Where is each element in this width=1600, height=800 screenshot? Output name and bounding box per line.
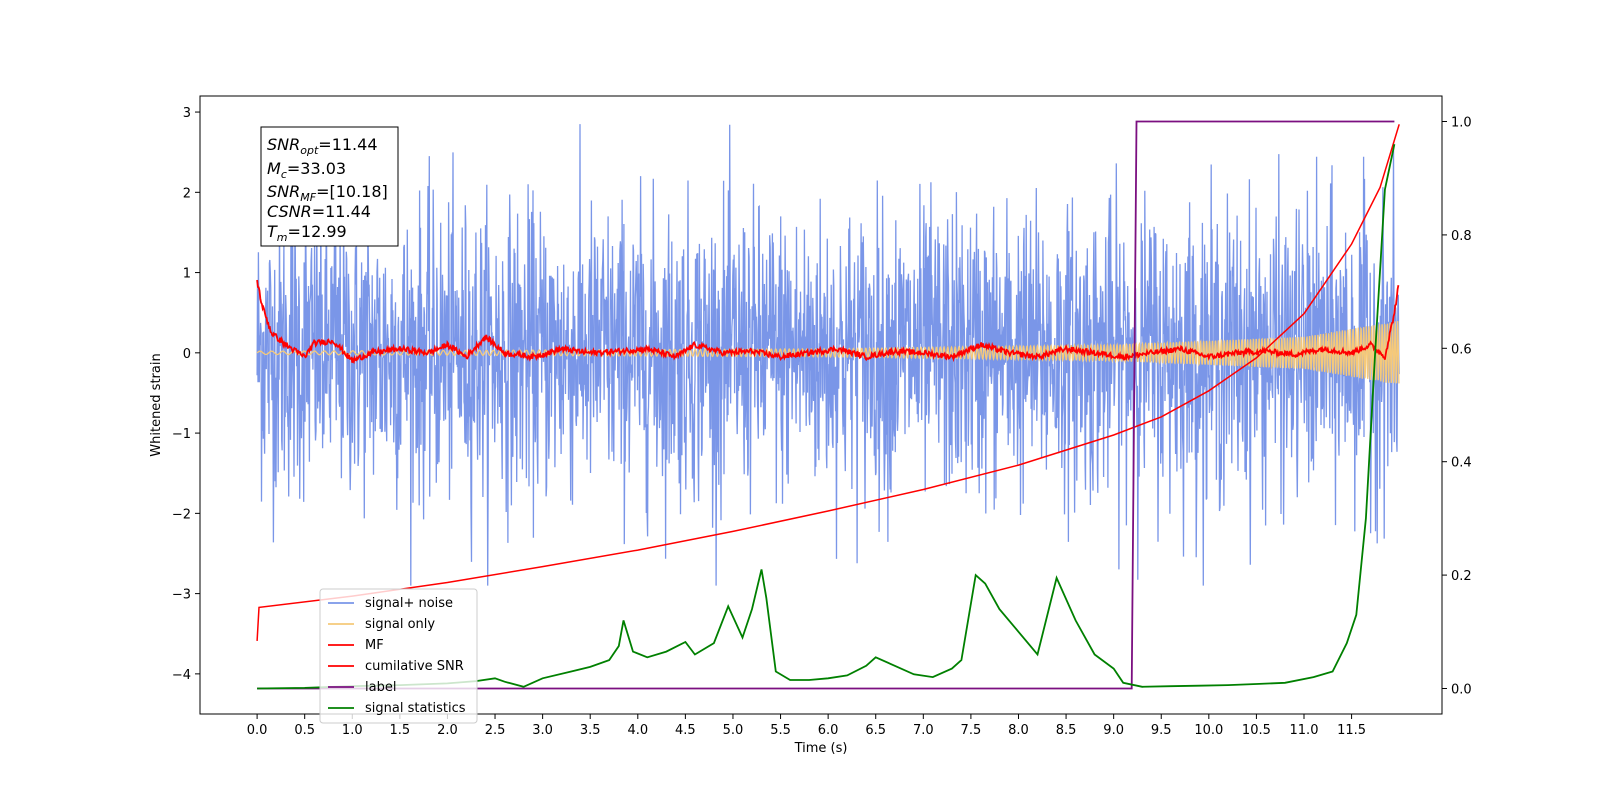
x-tick-label: 4.5 (675, 723, 696, 738)
y-tick-label: 1 (183, 267, 191, 282)
x-tick-label: 9.5 (1151, 723, 1172, 738)
y-tick-label: −2 (172, 507, 191, 522)
x-tick-label: 6.5 (865, 723, 886, 738)
y-tick-label: −3 (172, 588, 191, 603)
series-cumulative-snr-line (256, 124, 1400, 641)
x-tick-label: 1.0 (342, 723, 363, 738)
info-mc: Mc=33.03 (267, 159, 346, 181)
info-snr-mf: SNRMF=[10.18] (267, 182, 388, 204)
legend-frame (319, 588, 478, 724)
series-mf-line (256, 279, 1400, 365)
x-tick-label: 2.0 (437, 723, 458, 738)
x-tick-label: 10.0 (1194, 723, 1223, 738)
info-snr-opt: SNRopt=11.44 (267, 135, 378, 157)
x-tick-label: 1.5 (390, 723, 411, 738)
x-tick-label: 4.0 (627, 723, 648, 738)
legend: signal+ noise signal only MF cumilative SNR… (319, 588, 478, 724)
series-signal-statistics-line (257, 144, 1396, 690)
y-axis-right: 1.0 0.8 0.6 0.4 0.2 0.0 (1442, 116, 1472, 697)
x-tick-label: 2.5 (485, 723, 506, 738)
x-tick-label: 3.0 (532, 723, 553, 738)
x-tick-label: 6.0 (818, 723, 839, 738)
x-tick-label: 8.0 (1008, 723, 1029, 738)
x-tick-label: 11.5 (1337, 723, 1366, 738)
series-signal-only-line (256, 320, 1400, 384)
info-box-frame (260, 126, 399, 247)
y2-tick-label: 0.2 (1451, 569, 1472, 584)
info-tm: Tm=12.99 (267, 222, 347, 244)
x-tick-label: 7.5 (961, 723, 982, 738)
info-csnr: CSNR=11.44 (267, 202, 371, 221)
x-axis: 0.0 0.5 1.0 1.5 2.0 2.5 3.0 3.5 4.0 4.5 5.0 5.5 6.0 6… (247, 714, 1366, 738)
y-axis-label: Whitened strain (149, 353, 164, 456)
y2-tick-label: 1.0 (1451, 116, 1472, 131)
series-signal-noise-line (256, 124, 1400, 586)
y2-tick-label: 0.8 (1451, 229, 1472, 244)
x-tick-label: 11.0 (1290, 723, 1319, 738)
series-label-line (257, 120, 1395, 690)
x-tick-label: 7.0 (913, 723, 934, 738)
y-axis-left: 3 2 1 0 −1 −2 −3 −4 (172, 106, 200, 683)
x-tick-label: 0.0 (247, 723, 268, 738)
legend-label: signal statistics (365, 701, 466, 716)
y-tick-label: 2 (183, 186, 191, 201)
y2-tick-label: 0.6 (1451, 342, 1472, 357)
y-tick-label: −4 (172, 668, 191, 683)
info-box: SNRopt=11.44 Mc=33.03 SNRMF=[10.18] CSNR… (260, 126, 399, 247)
x-tick-label: 3.5 (580, 723, 601, 738)
legend-label: signal+ noise (365, 596, 453, 611)
legend-label: signal only (365, 617, 435, 632)
legend-label: cumilative SNR (365, 659, 464, 674)
x-tick-label: 5.5 (770, 723, 791, 738)
legend-label: label (365, 680, 396, 695)
plot-frame (199, 95, 1443, 715)
y-tick-label: −1 (172, 427, 191, 442)
x-tick-label: 9.0 (1103, 723, 1124, 738)
y-tick-label: 3 (183, 106, 191, 121)
y2-tick-label: 0.0 (1451, 682, 1472, 697)
y2-tick-label: 0.4 (1451, 456, 1472, 471)
y-tick-label: 0 (183, 347, 191, 362)
series-layer (256, 120, 1400, 690)
x-axis-label: Time (s) (794, 741, 848, 756)
x-tick-label: 8.5 (1056, 723, 1077, 738)
x-tick-label: 10.5 (1242, 723, 1271, 738)
legend-label: MF (365, 638, 384, 653)
x-tick-label: 0.5 (294, 723, 315, 738)
x-tick-label: 5.0 (723, 723, 744, 738)
